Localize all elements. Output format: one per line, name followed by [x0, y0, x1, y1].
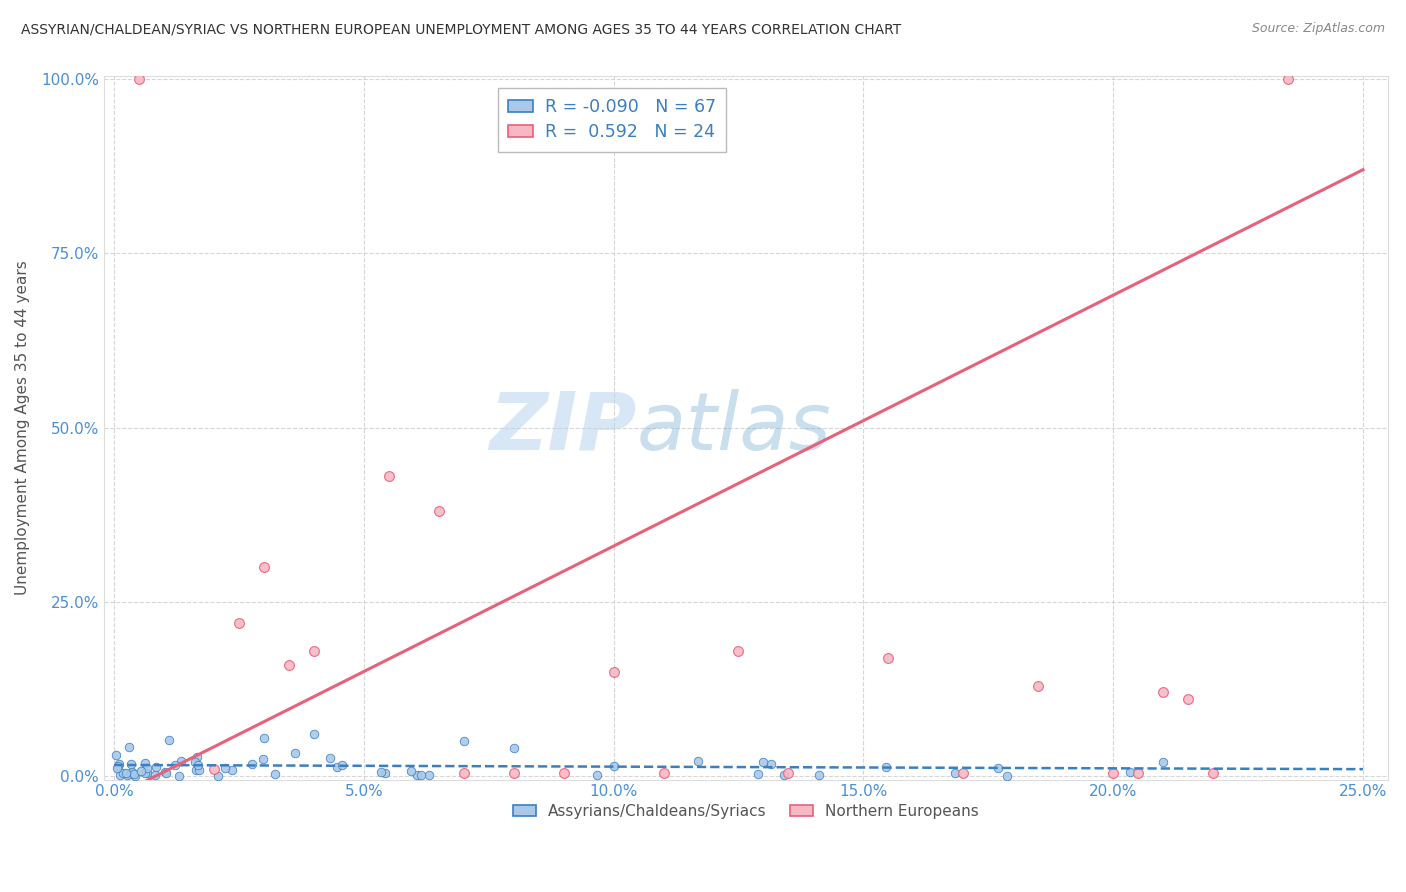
Point — [418, 768, 440, 782]
Point — [108, 768, 131, 782]
Point — [759, 756, 782, 771]
Point — [502, 741, 524, 756]
Point — [330, 757, 353, 772]
Point — [120, 756, 142, 771]
Point — [240, 756, 263, 771]
Point — [112, 765, 135, 780]
Point — [752, 755, 775, 769]
Point — [1152, 755, 1174, 769]
Legend: Assyrians/Chaldeans/Syriacs, Northern Europeans: Assyrians/Chaldeans/Syriacs, Northern Eu… — [508, 797, 984, 825]
Point — [1202, 765, 1225, 780]
Text: Source: ZipAtlas.com: Source: ZipAtlas.com — [1251, 22, 1385, 36]
Point — [877, 650, 900, 665]
Point — [134, 766, 156, 780]
Text: atlas: atlas — [637, 389, 831, 467]
Point — [187, 758, 209, 772]
Point — [399, 764, 422, 778]
Point — [1177, 692, 1199, 706]
Point — [145, 760, 167, 774]
Point — [995, 769, 1018, 783]
Point — [105, 761, 128, 775]
Point — [263, 767, 285, 781]
Point — [688, 754, 710, 768]
Point — [319, 751, 342, 765]
Text: ZIP: ZIP — [489, 389, 637, 467]
Point — [807, 767, 830, 781]
Point — [114, 765, 136, 780]
Point — [118, 739, 141, 754]
Point — [778, 765, 800, 780]
Point — [652, 765, 675, 780]
Point — [165, 758, 187, 772]
Point — [253, 560, 276, 574]
Y-axis label: Unemployment Among Ages 35 to 44 years: Unemployment Among Ages 35 to 44 years — [15, 260, 30, 595]
Point — [202, 762, 225, 776]
Point — [121, 764, 143, 779]
Point — [453, 734, 475, 748]
Point — [427, 504, 450, 518]
Point — [104, 747, 127, 762]
Point — [406, 768, 429, 782]
Point — [221, 763, 243, 777]
Point — [943, 766, 966, 780]
Point — [129, 764, 152, 778]
Point — [453, 765, 475, 780]
Point — [602, 758, 624, 772]
Point — [378, 469, 401, 483]
Point — [252, 752, 274, 766]
Point — [253, 731, 276, 745]
Point — [170, 755, 193, 769]
Point — [302, 643, 325, 657]
Point — [128, 72, 150, 87]
Text: ASSYRIAN/CHALDEAN/SYRIAC VS NORTHERN EUROPEAN UNEMPLOYMENT AMONG AGES 35 TO 44 Y: ASSYRIAN/CHALDEAN/SYRIAC VS NORTHERN EUR… — [21, 22, 901, 37]
Point — [987, 761, 1010, 775]
Point — [117, 768, 139, 782]
Point — [1128, 765, 1150, 780]
Point — [135, 766, 157, 780]
Point — [1102, 765, 1125, 780]
Point — [167, 769, 190, 783]
Point — [153, 765, 176, 780]
Point — [186, 750, 208, 764]
Point — [1026, 679, 1049, 693]
Point — [183, 755, 205, 769]
Point — [107, 759, 129, 773]
Point — [1119, 764, 1142, 779]
Point — [277, 657, 299, 672]
Point — [184, 763, 207, 777]
Point — [121, 765, 143, 780]
Point — [411, 767, 433, 781]
Point — [284, 746, 307, 760]
Point — [502, 765, 524, 780]
Point — [207, 768, 229, 782]
Point — [747, 767, 769, 781]
Point — [585, 768, 607, 782]
Point — [727, 643, 749, 657]
Point — [143, 768, 166, 782]
Point — [602, 665, 624, 679]
Point — [135, 761, 157, 775]
Point — [773, 768, 796, 782]
Point — [108, 756, 131, 771]
Point — [952, 765, 974, 780]
Point — [1152, 685, 1174, 699]
Point — [134, 756, 156, 770]
Point — [875, 760, 897, 774]
Point — [118, 767, 141, 781]
Point — [553, 765, 575, 780]
Point — [124, 769, 146, 783]
Point — [325, 760, 347, 774]
Point — [374, 766, 396, 780]
Point — [370, 765, 392, 780]
Point — [155, 766, 177, 780]
Point — [122, 767, 145, 781]
Point — [188, 763, 211, 777]
Point — [157, 732, 180, 747]
Point — [228, 615, 250, 630]
Point — [1277, 72, 1299, 87]
Point — [214, 762, 236, 776]
Point — [302, 727, 325, 741]
